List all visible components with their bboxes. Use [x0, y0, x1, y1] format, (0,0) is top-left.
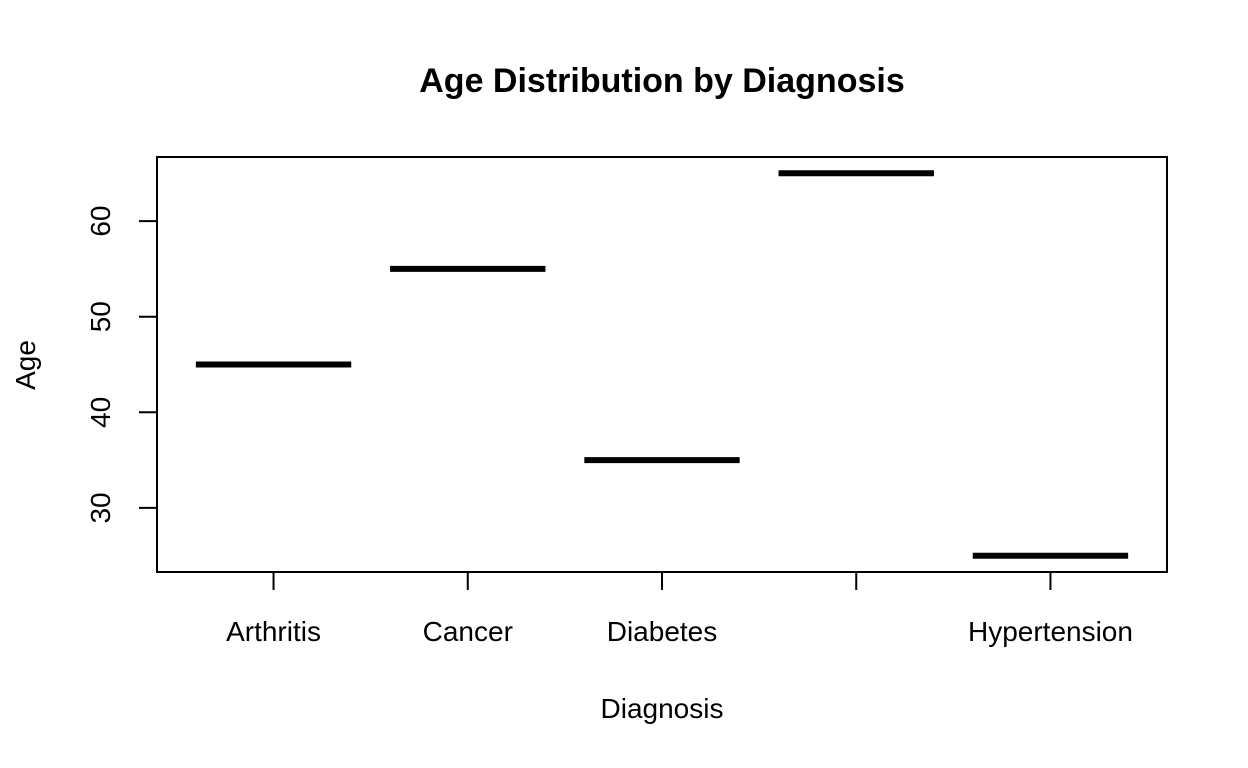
median-lines [195, 170, 1129, 559]
x-tick-label: Arthritis [226, 616, 321, 647]
x-tick-label: Diabetes [607, 616, 718, 647]
x-tick-label: Hypertension [968, 616, 1133, 647]
x-axis: Arthritis Cancer Diabetes Hypertension [226, 571, 1133, 647]
y-axis: 30 40 50 60 [85, 205, 158, 524]
y-axis-label: Age [10, 340, 41, 390]
chart-title: Age Distribution by Diagnosis [419, 62, 904, 100]
x-tick-label: Cancer [423, 616, 513, 647]
y-tick-label: 40 [85, 397, 116, 428]
y-tick-label: 60 [85, 205, 116, 236]
y-tick-label: 30 [85, 492, 116, 523]
x-axis-label: Diagnosis [601, 693, 724, 724]
y-tick-label: 50 [85, 301, 116, 332]
